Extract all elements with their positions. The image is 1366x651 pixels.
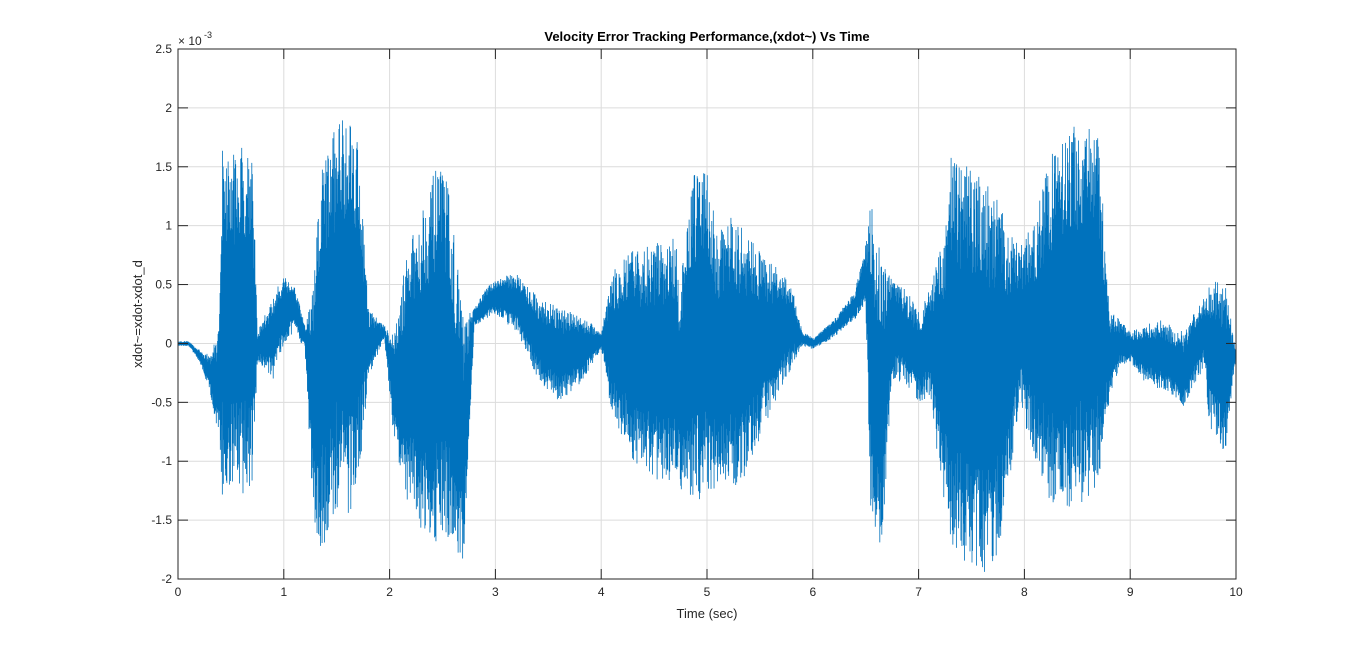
y-tick-label: -1 <box>161 454 172 468</box>
y-tick-label: 0.5 <box>155 278 172 292</box>
y-tick-label: 2.5 <box>155 42 172 56</box>
plot-area <box>177 120 1237 572</box>
x-tick-label: 0 <box>175 585 182 599</box>
y-tick-label: -1.5 <box>151 513 172 527</box>
y-exponent-power: -3 <box>204 30 212 40</box>
x-tick-label: 8 <box>1021 585 1028 599</box>
y-tick-label: -2 <box>161 572 172 586</box>
y-tick-label: 0 <box>165 336 172 350</box>
y-tick-label: 2 <box>165 101 172 115</box>
y-tick-label: 1 <box>165 219 172 233</box>
series-line <box>177 120 1237 572</box>
x-tick-label: 9 <box>1127 585 1134 599</box>
y-axis-exponent: × 10 -3 <box>178 30 212 48</box>
y-tick-label: 1.5 <box>155 160 172 174</box>
x-tick-label: 6 <box>809 585 816 599</box>
x-tick-label: 4 <box>598 585 605 599</box>
y-tick-label: -0.5 <box>151 395 172 409</box>
y-axis-label: xdot~=xdot-xdot_d <box>130 260 145 368</box>
x-tick-label: 7 <box>915 585 922 599</box>
x-tick-labels: 0 1 2 3 4 5 6 7 8 9 10 <box>175 585 1243 599</box>
x-axis-label: Time (sec) <box>677 606 738 621</box>
tick-marks <box>177 48 1237 580</box>
x-tick-label: 1 <box>280 585 287 599</box>
y-tick-labels: -2 -1.5 -1 -0.5 0 0.5 1 1.5 2 2.5 <box>151 42 172 586</box>
y-exponent-base: × 10 <box>178 34 202 48</box>
chart-title: Velocity Error Tracking Performance,(xdo… <box>544 29 869 44</box>
x-tick-label: 5 <box>704 585 711 599</box>
x-tick-label: 2 <box>386 585 393 599</box>
x-tick-label: 3 <box>492 585 499 599</box>
x-tick-label: 10 <box>1229 585 1243 599</box>
